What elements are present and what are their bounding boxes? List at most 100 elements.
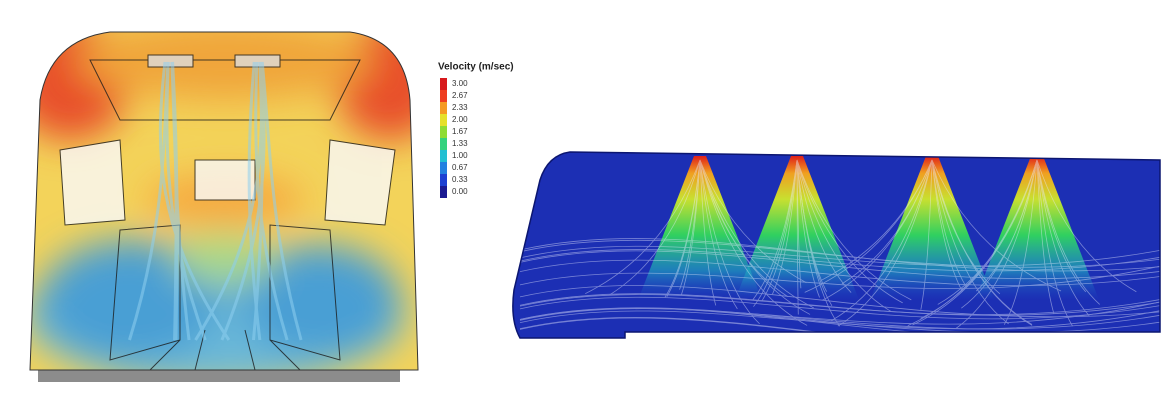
streamline	[585, 159, 701, 295]
velocity-plume	[735, 156, 859, 300]
streamline	[519, 249, 1160, 272]
streamline	[519, 310, 1160, 330]
streamline	[519, 307, 1160, 330]
streamline	[1036, 159, 1055, 315]
legend-swatch	[440, 174, 447, 186]
floor-base	[38, 370, 400, 382]
streamline	[519, 245, 1160, 267]
streamline	[920, 159, 1038, 319]
streamline	[821, 159, 933, 281]
legend-label: 0.33	[452, 175, 468, 184]
streamline	[837, 159, 933, 327]
streamline	[519, 316, 1160, 338]
streamline	[1003, 159, 1038, 325]
streamline	[1036, 159, 1073, 327]
streamline	[679, 159, 701, 290]
streamline	[822, 159, 933, 301]
duct-outline	[512, 151, 1161, 339]
streamline	[937, 159, 1038, 305]
streamline	[796, 159, 828, 292]
streamline	[609, 159, 701, 296]
streamline	[975, 159, 1038, 292]
streamline	[931, 159, 1062, 292]
streamline	[841, 159, 933, 285]
streamline	[912, 159, 1038, 326]
legend-label: 0.00	[452, 187, 468, 196]
streamline	[796, 159, 912, 301]
streamline	[699, 159, 807, 284]
air-jet	[165, 61, 207, 341]
legend-title: Velocity (m/sec)	[438, 62, 514, 73]
legend-swatch	[440, 102, 447, 114]
streamline	[931, 159, 1001, 295]
streamline	[519, 265, 1160, 289]
streamline	[796, 159, 799, 315]
streamline	[519, 239, 1160, 268]
streamline	[1036, 159, 1137, 293]
streamline	[519, 296, 1160, 320]
air-jet	[254, 61, 289, 341]
streamline	[830, 159, 933, 322]
legend: Velocity (m/sec) 3.00 2.67 2.33 2.00 1.67 1.3…	[438, 62, 514, 198]
legend-label: 1.33	[452, 139, 468, 148]
streamline	[907, 159, 1038, 327]
duct-view	[512, 151, 1161, 339]
legend-label: 1.67	[452, 127, 468, 136]
legend-label: 3.00	[452, 79, 468, 88]
cabin-field	[30, 32, 418, 370]
streamline	[519, 238, 1160, 272]
streamline	[519, 259, 1160, 287]
streamline	[753, 159, 798, 307]
streamline	[1036, 159, 1090, 316]
streamline	[699, 159, 717, 306]
streamline	[931, 159, 963, 292]
streamline	[931, 159, 967, 288]
streamline	[796, 159, 802, 289]
streamline	[519, 307, 1160, 338]
streamline	[796, 159, 903, 304]
streamline	[699, 159, 788, 297]
streamline	[796, 159, 833, 307]
streamline	[699, 159, 738, 310]
streamline	[796, 159, 820, 298]
legend-swatch	[440, 114, 447, 126]
legend-swatch	[440, 150, 447, 162]
air-jet	[260, 61, 303, 341]
legend-swatch	[440, 162, 447, 174]
streamline	[519, 301, 1160, 325]
streamline	[519, 250, 1160, 280]
velocity-plume	[638, 156, 762, 300]
air-jet	[247, 61, 262, 341]
streamline	[796, 159, 852, 293]
legend-label: 2.33	[452, 103, 468, 112]
legend-swatch	[440, 186, 447, 198]
streamline	[1036, 159, 1100, 305]
streamline	[519, 285, 1160, 318]
streamline	[699, 159, 811, 315]
air-jet	[158, 61, 231, 341]
streamline	[796, 159, 892, 313]
streamline	[519, 293, 1160, 316]
legend-label: 2.00	[452, 115, 468, 124]
streamline	[519, 294, 1160, 316]
streamline	[699, 159, 814, 309]
streamline	[664, 159, 701, 298]
streamline	[699, 159, 808, 326]
legend-label: 2.67	[452, 91, 468, 100]
streamline	[772, 159, 798, 295]
streamline	[761, 159, 798, 302]
streamline	[931, 159, 1033, 325]
streamline	[681, 159, 701, 295]
velocity-plume	[870, 156, 994, 300]
legend-swatch	[440, 126, 447, 138]
cabin-view	[29, 31, 419, 382]
streamline	[796, 159, 841, 327]
streamline	[920, 159, 933, 310]
cabin-outline	[29, 31, 419, 371]
streamline	[752, 159, 798, 300]
legend-label: 1.00	[452, 151, 468, 160]
streamline	[961, 159, 1038, 309]
legend-swatch	[440, 90, 447, 102]
air-jet	[170, 61, 191, 341]
